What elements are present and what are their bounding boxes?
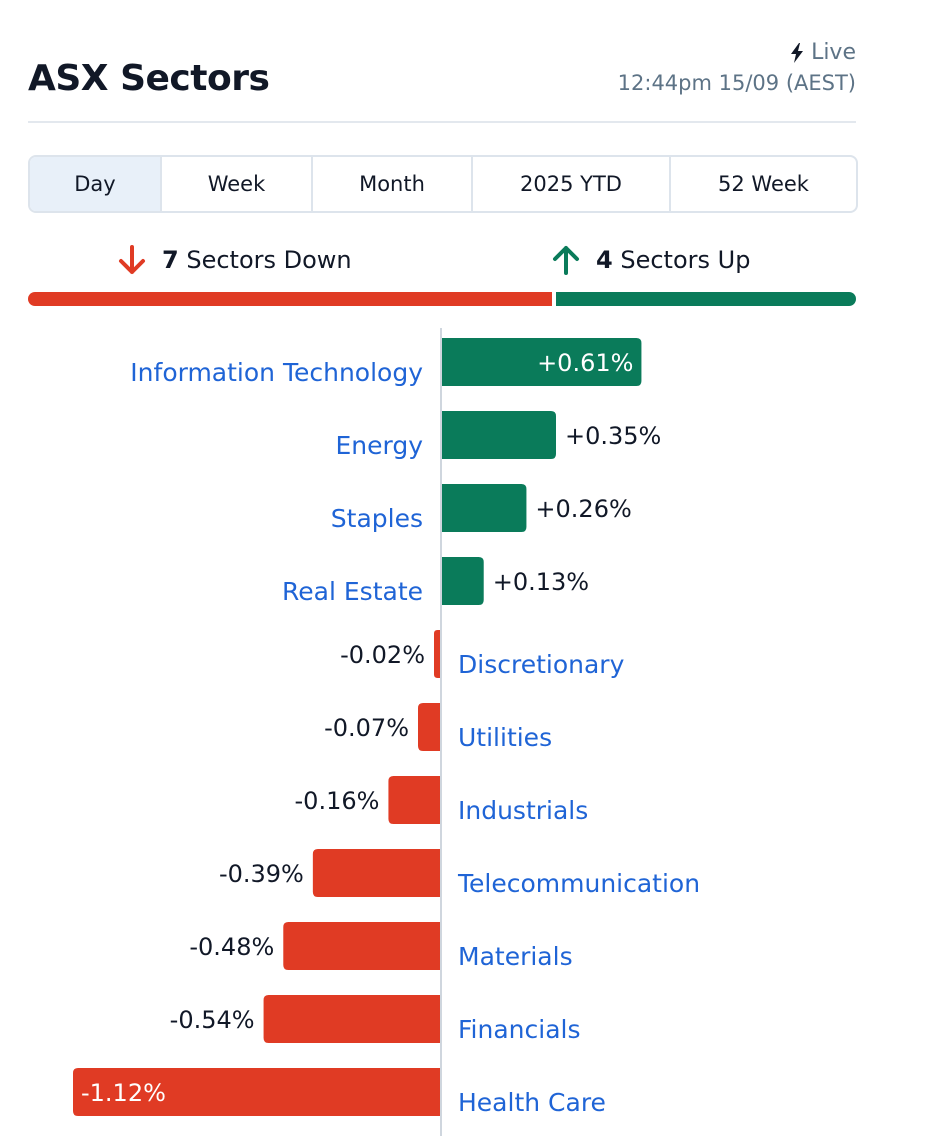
value-label-1: +0.35% [565, 422, 661, 450]
value-label-5: -0.07% [324, 714, 409, 742]
category-label-9[interactable]: Financials [458, 1015, 581, 1044]
category-label-6[interactable]: Industrials [458, 796, 588, 825]
category-label-4[interactable]: Discretionary [458, 650, 625, 679]
bar-8 [283, 922, 441, 970]
bar-7 [312, 849, 441, 897]
value-label-7: -0.39% [219, 860, 304, 888]
ratio-bar-up [556, 292, 856, 306]
sectors-up-count: 4 [596, 246, 613, 274]
bar-2 [441, 484, 527, 532]
bar-10 [73, 1068, 441, 1116]
category-label-0[interactable]: Information Technology [130, 358, 423, 387]
live-label: Live [811, 40, 856, 65]
header-divider [28, 121, 856, 123]
value-label-10: -1.12% [81, 1079, 166, 1107]
bar-3 [441, 557, 484, 605]
tab-day[interactable]: Day [30, 157, 162, 211]
bar-1 [441, 411, 556, 459]
bar-5 [418, 703, 441, 751]
live-indicator: Live [789, 40, 856, 65]
sectors-down-count: 7 [162, 246, 179, 274]
value-label-8: -0.48% [189, 933, 274, 961]
bar-9 [263, 995, 441, 1043]
timestamp: 12:44pm 15/09 (AEST) [617, 71, 856, 95]
bar-4 [434, 630, 441, 678]
period-tabs: Day Week Month 2025 YTD 52 Week [28, 155, 858, 213]
tab-week[interactable]: Week [162, 157, 313, 211]
tab-2025-ytd[interactable]: 2025 YTD [473, 157, 671, 211]
category-label-10[interactable]: Health Care [458, 1088, 606, 1117]
value-label-6: -0.16% [295, 787, 380, 815]
sectors-up-label: Sectors Up [620, 246, 751, 274]
arrow-down-icon [119, 245, 145, 274]
category-label-2[interactable]: Staples [331, 504, 423, 533]
category-label-1[interactable]: Energy [335, 431, 423, 460]
category-label-7[interactable]: Telecommunication [457, 869, 700, 898]
bar-0 [441, 338, 642, 386]
sector-bar-chart: +0.61% Information Technology +0.35% Energy… [73, 328, 700, 1136]
category-label-3[interactable]: Real Estate [282, 577, 423, 606]
sectors-down-summary: 7 Sectors Down [114, 242, 352, 278]
category-label-8[interactable]: Materials [458, 942, 573, 971]
sector-ratio-bar [28, 292, 856, 306]
value-label-2: +0.26% [535, 495, 631, 523]
tab-52-week[interactable]: 52 Week [718, 172, 809, 196]
ratio-bar-down [28, 292, 552, 306]
bar-6 [388, 776, 441, 824]
sectors-up-summary: 4 Sectors Up [548, 242, 750, 278]
value-label-4: -0.02% [340, 641, 425, 669]
sectors-down-label: Sectors Down [186, 246, 352, 274]
tab-month[interactable]: Month [313, 157, 473, 211]
lightning-icon [791, 42, 804, 63]
category-label-5[interactable]: Utilities [458, 723, 552, 752]
value-label-3: +0.13% [493, 568, 589, 596]
value-label-0: +0.61% [537, 349, 633, 377]
arrow-up-icon [553, 246, 579, 275]
value-label-9: -0.54% [170, 1006, 255, 1034]
page-title: ASX Sectors [28, 58, 270, 99]
